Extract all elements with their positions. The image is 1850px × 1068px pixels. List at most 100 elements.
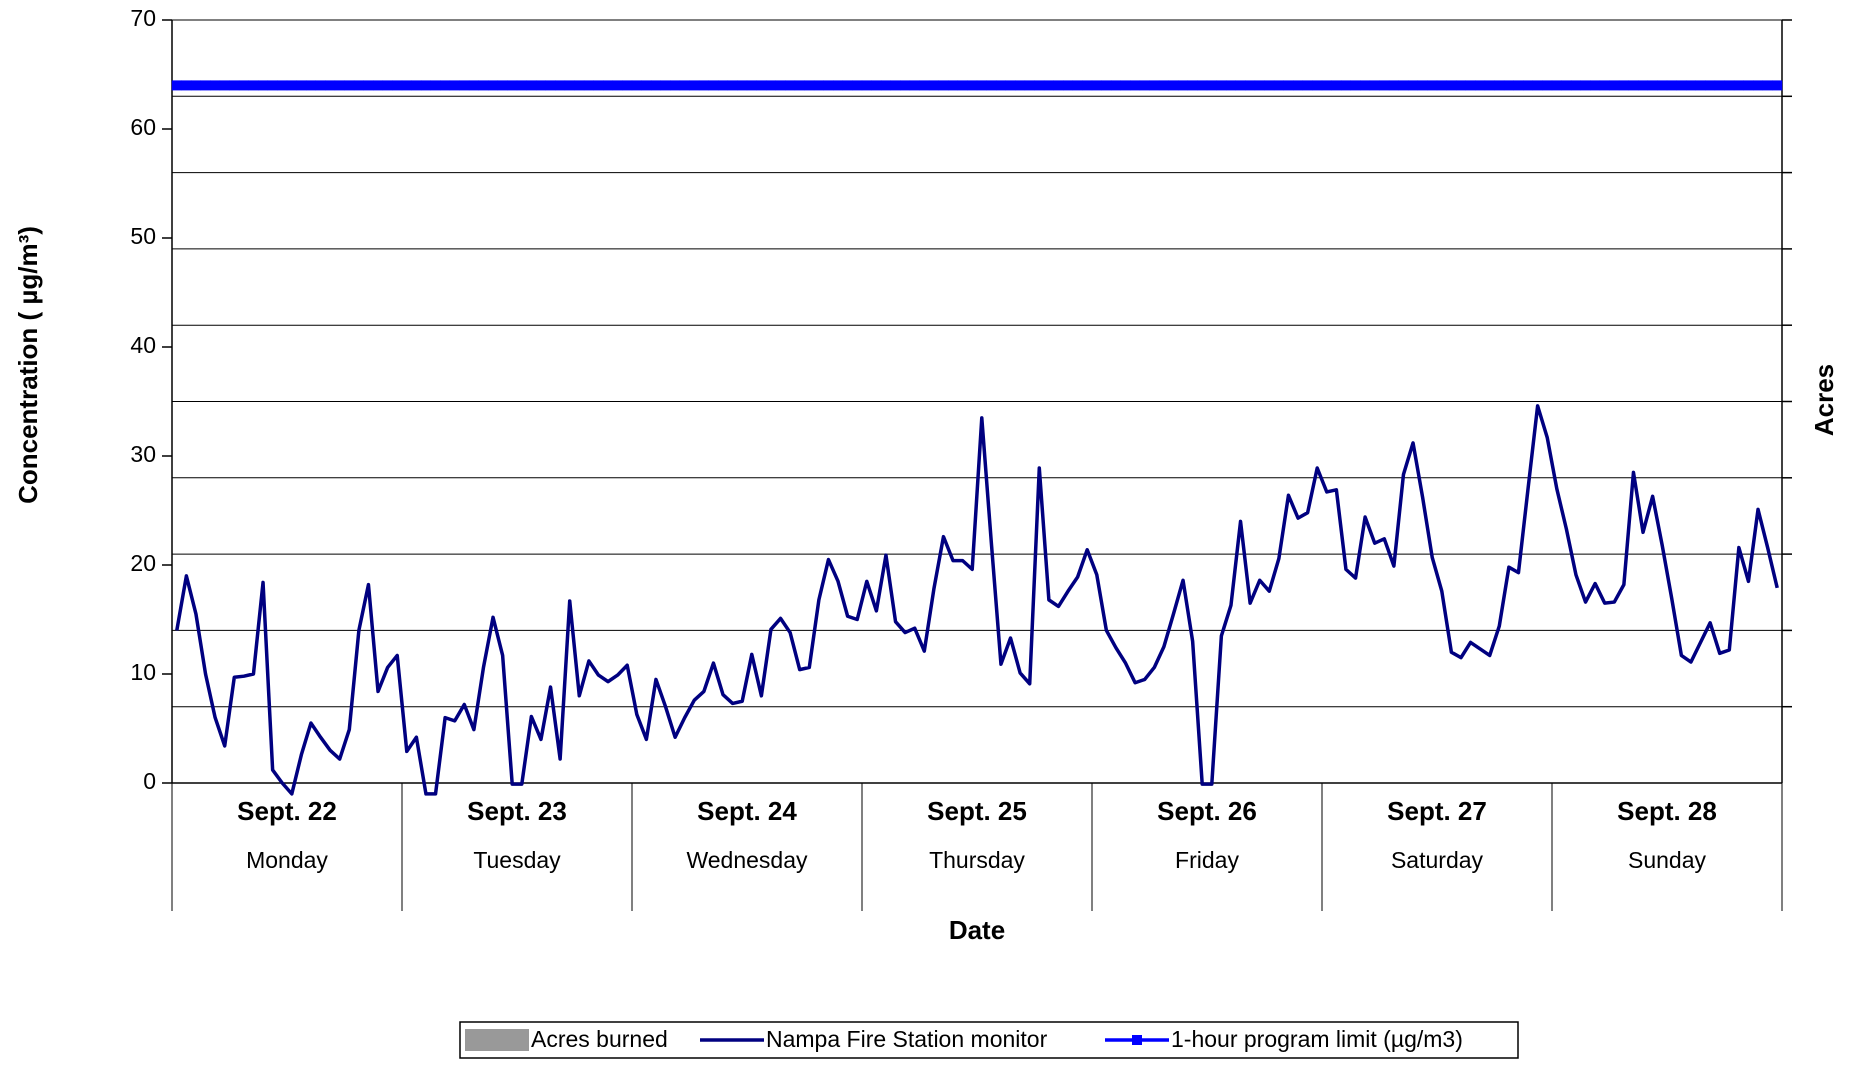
line-marker bbox=[1503, 80, 1514, 91]
line-marker bbox=[823, 80, 834, 91]
line-marker bbox=[497, 80, 508, 91]
line-marker bbox=[1005, 80, 1016, 91]
line-marker bbox=[938, 80, 949, 91]
line-marker bbox=[967, 80, 978, 91]
line-marker bbox=[1455, 80, 1466, 91]
line-marker bbox=[679, 80, 690, 91]
line-marker bbox=[1647, 80, 1658, 91]
line-marker bbox=[181, 80, 192, 91]
line-marker bbox=[890, 80, 901, 91]
line-marker bbox=[1695, 80, 1706, 91]
x-tick-sublabel: Saturday bbox=[1391, 847, 1484, 873]
line-marker bbox=[1513, 80, 1524, 91]
line-marker bbox=[900, 80, 911, 91]
line-marker bbox=[986, 80, 997, 91]
x-tick-label: Sept. 28 bbox=[1617, 796, 1717, 826]
line-marker bbox=[1532, 80, 1543, 91]
line-marker bbox=[190, 80, 201, 91]
line-marker bbox=[1206, 80, 1217, 91]
line-marker bbox=[995, 80, 1006, 91]
line-marker bbox=[1063, 80, 1074, 91]
line-marker bbox=[392, 80, 403, 91]
line-marker bbox=[1436, 80, 1447, 91]
line-marker bbox=[1360, 80, 1371, 91]
line-marker bbox=[200, 80, 211, 91]
line-marker bbox=[1091, 80, 1102, 91]
line-marker bbox=[507, 80, 518, 91]
line-marker bbox=[1580, 80, 1591, 91]
line-marker bbox=[555, 80, 566, 91]
line-marker bbox=[401, 80, 412, 91]
line-marker bbox=[631, 80, 642, 91]
line-marker bbox=[1676, 80, 1687, 91]
line-marker bbox=[909, 80, 920, 91]
line-marker bbox=[746, 80, 757, 91]
line-marker bbox=[1465, 80, 1476, 91]
line-marker bbox=[880, 80, 891, 91]
line-marker bbox=[1225, 80, 1236, 91]
line-marker bbox=[449, 80, 460, 91]
line-marker bbox=[1705, 80, 1716, 91]
line-marker bbox=[1551, 80, 1562, 91]
line-marker bbox=[698, 80, 709, 91]
line-marker bbox=[775, 80, 786, 91]
x-tick-sublabel: Friday bbox=[1175, 847, 1239, 873]
y-tick-label: 30 bbox=[130, 441, 156, 467]
line-marker bbox=[852, 80, 863, 91]
line-marker bbox=[229, 80, 240, 91]
line-marker bbox=[1273, 80, 1284, 91]
line-marker bbox=[171, 80, 182, 91]
line-marker bbox=[1216, 80, 1227, 91]
line-marker bbox=[574, 80, 585, 91]
x-axis-title: Date bbox=[949, 915, 1005, 945]
line-marker bbox=[1417, 80, 1428, 91]
line-marker bbox=[1618, 80, 1629, 91]
line-marker bbox=[258, 80, 269, 91]
x-tick-sublabel: Thursday bbox=[929, 847, 1025, 873]
line-marker bbox=[1772, 80, 1783, 91]
line-marker bbox=[1331, 80, 1342, 91]
line-marker bbox=[1523, 80, 1534, 91]
line-marker bbox=[756, 80, 767, 91]
line-marker bbox=[708, 80, 719, 91]
line-marker bbox=[622, 80, 633, 91]
line-marker bbox=[1733, 80, 1744, 91]
line-marker bbox=[1110, 80, 1121, 91]
y-tick-label: 50 bbox=[130, 223, 156, 249]
line-marker bbox=[957, 80, 968, 91]
line-marker bbox=[1293, 80, 1304, 91]
line-marker bbox=[1120, 80, 1131, 91]
line-marker bbox=[1101, 80, 1112, 91]
legend-label: Acres burned bbox=[531, 1026, 668, 1052]
line-marker bbox=[296, 80, 307, 91]
line-marker bbox=[670, 80, 681, 91]
legend-label: Nampa Fire Station monitor bbox=[766, 1026, 1048, 1052]
line-marker bbox=[1609, 80, 1620, 91]
line-marker bbox=[1340, 80, 1351, 91]
line-marker bbox=[948, 80, 959, 91]
line-marker bbox=[813, 80, 824, 91]
line-marker bbox=[1168, 80, 1179, 91]
line-marker bbox=[593, 80, 604, 91]
line-marker bbox=[1043, 80, 1054, 91]
line-marker bbox=[1178, 80, 1189, 91]
line-marker bbox=[420, 80, 431, 91]
line-marker bbox=[1015, 80, 1026, 91]
line-marker bbox=[1570, 80, 1581, 91]
line-marker bbox=[459, 80, 470, 91]
x-tick-sublabel: Monday bbox=[246, 847, 328, 873]
line-marker bbox=[305, 80, 316, 91]
x-tick-label: Sept. 25 bbox=[927, 796, 1027, 826]
line-marker bbox=[1484, 80, 1495, 91]
line-marker bbox=[1542, 80, 1553, 91]
line-marker bbox=[535, 80, 546, 91]
line-marker bbox=[1408, 80, 1419, 91]
line-marker bbox=[612, 80, 623, 91]
line-marker bbox=[219, 80, 230, 91]
y-tick-label: 0 bbox=[143, 768, 156, 794]
y2-axis-title: Acres bbox=[1809, 364, 1839, 436]
line-marker bbox=[1446, 80, 1457, 91]
line-marker bbox=[382, 80, 393, 91]
line-marker bbox=[765, 80, 776, 91]
